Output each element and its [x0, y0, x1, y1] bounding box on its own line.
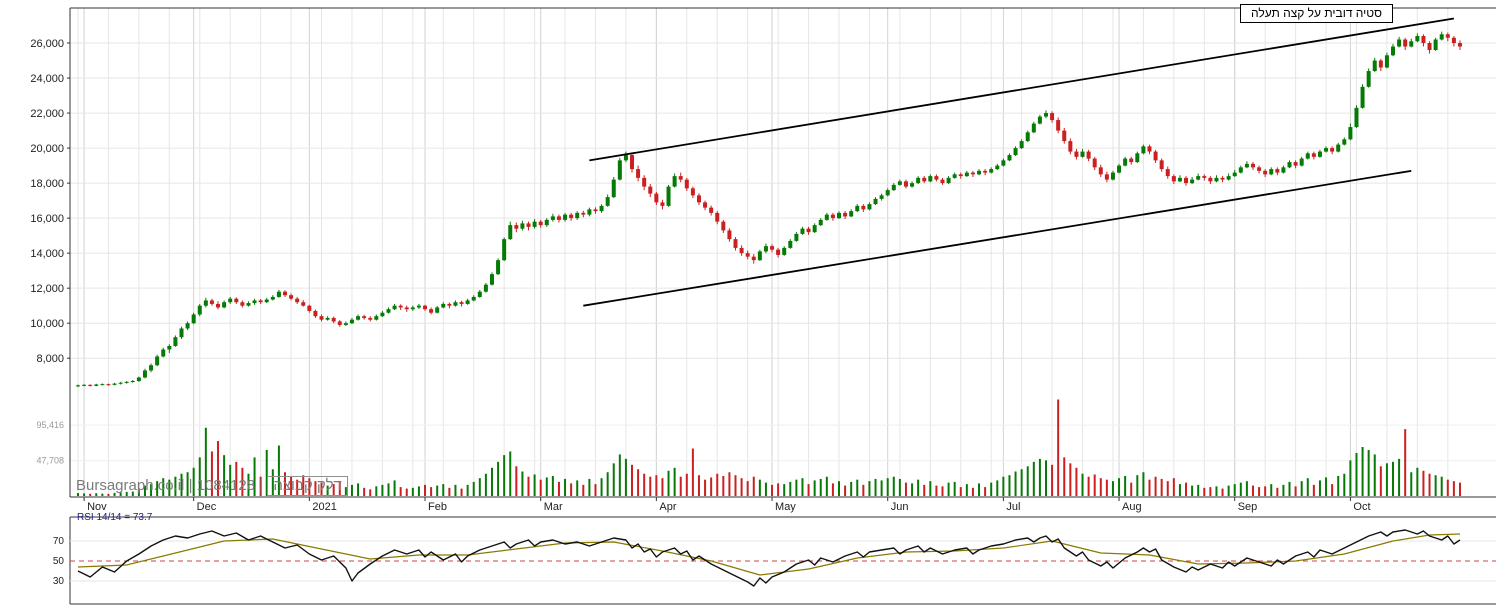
- svg-text:May: May: [775, 501, 796, 513]
- svg-text:Oct: Oct: [1353, 501, 1370, 513]
- svg-text:70: 70: [53, 536, 65, 547]
- watermark-company-name: דלק קבוצה: [267, 476, 348, 496]
- svg-text:Aug: Aug: [1122, 501, 1142, 513]
- svg-text:8,000: 8,000: [36, 353, 64, 365]
- svg-text:22,000: 22,000: [30, 108, 64, 120]
- svg-text:95,416: 95,416: [36, 420, 64, 430]
- svg-text:Jun: Jun: [891, 501, 909, 513]
- svg-text:47,708: 47,708: [36, 456, 64, 466]
- svg-text:18,000: 18,000: [30, 178, 64, 190]
- watermark-separator: |: [259, 477, 264, 494]
- svg-text:12,000: 12,000: [30, 283, 64, 295]
- annotation-text: סטיה דובית על קצה תעלה: [1251, 6, 1382, 20]
- svg-text:20,000: 20,000: [30, 143, 64, 155]
- svg-text:2021: 2021: [312, 501, 336, 513]
- svg-text:Jul: Jul: [1006, 501, 1020, 513]
- svg-text:Sep: Sep: [1238, 501, 1258, 513]
- svg-text:Mar: Mar: [544, 501, 563, 513]
- rsi-indicator-label: RSI 14/14 = 73.7: [77, 512, 153, 523]
- svg-text:30: 30: [53, 576, 65, 587]
- watermark-security-id: 1084128: [196, 477, 256, 494]
- annotation-box: סטיה דובית על קצה תעלה: [1240, 4, 1393, 23]
- svg-text:16,000: 16,000: [30, 213, 64, 225]
- watermark: Bursagraph.co.il | 1084128 | דלק קבוצה: [76, 476, 351, 496]
- svg-text:Feb: Feb: [428, 501, 447, 513]
- svg-text:Apr: Apr: [659, 501, 676, 513]
- svg-text:Dec: Dec: [197, 501, 217, 513]
- svg-text:50: 50: [53, 556, 65, 567]
- svg-text:26,000: 26,000: [30, 38, 64, 50]
- svg-text:Nov: Nov: [87, 501, 107, 513]
- watermark-site: Bursagraph.co.il: [76, 477, 185, 494]
- watermark-separator: |: [188, 477, 193, 494]
- svg-text:24,000: 24,000: [30, 73, 64, 85]
- svg-text:14,000: 14,000: [30, 248, 64, 260]
- svg-text:10,000: 10,000: [30, 318, 64, 330]
